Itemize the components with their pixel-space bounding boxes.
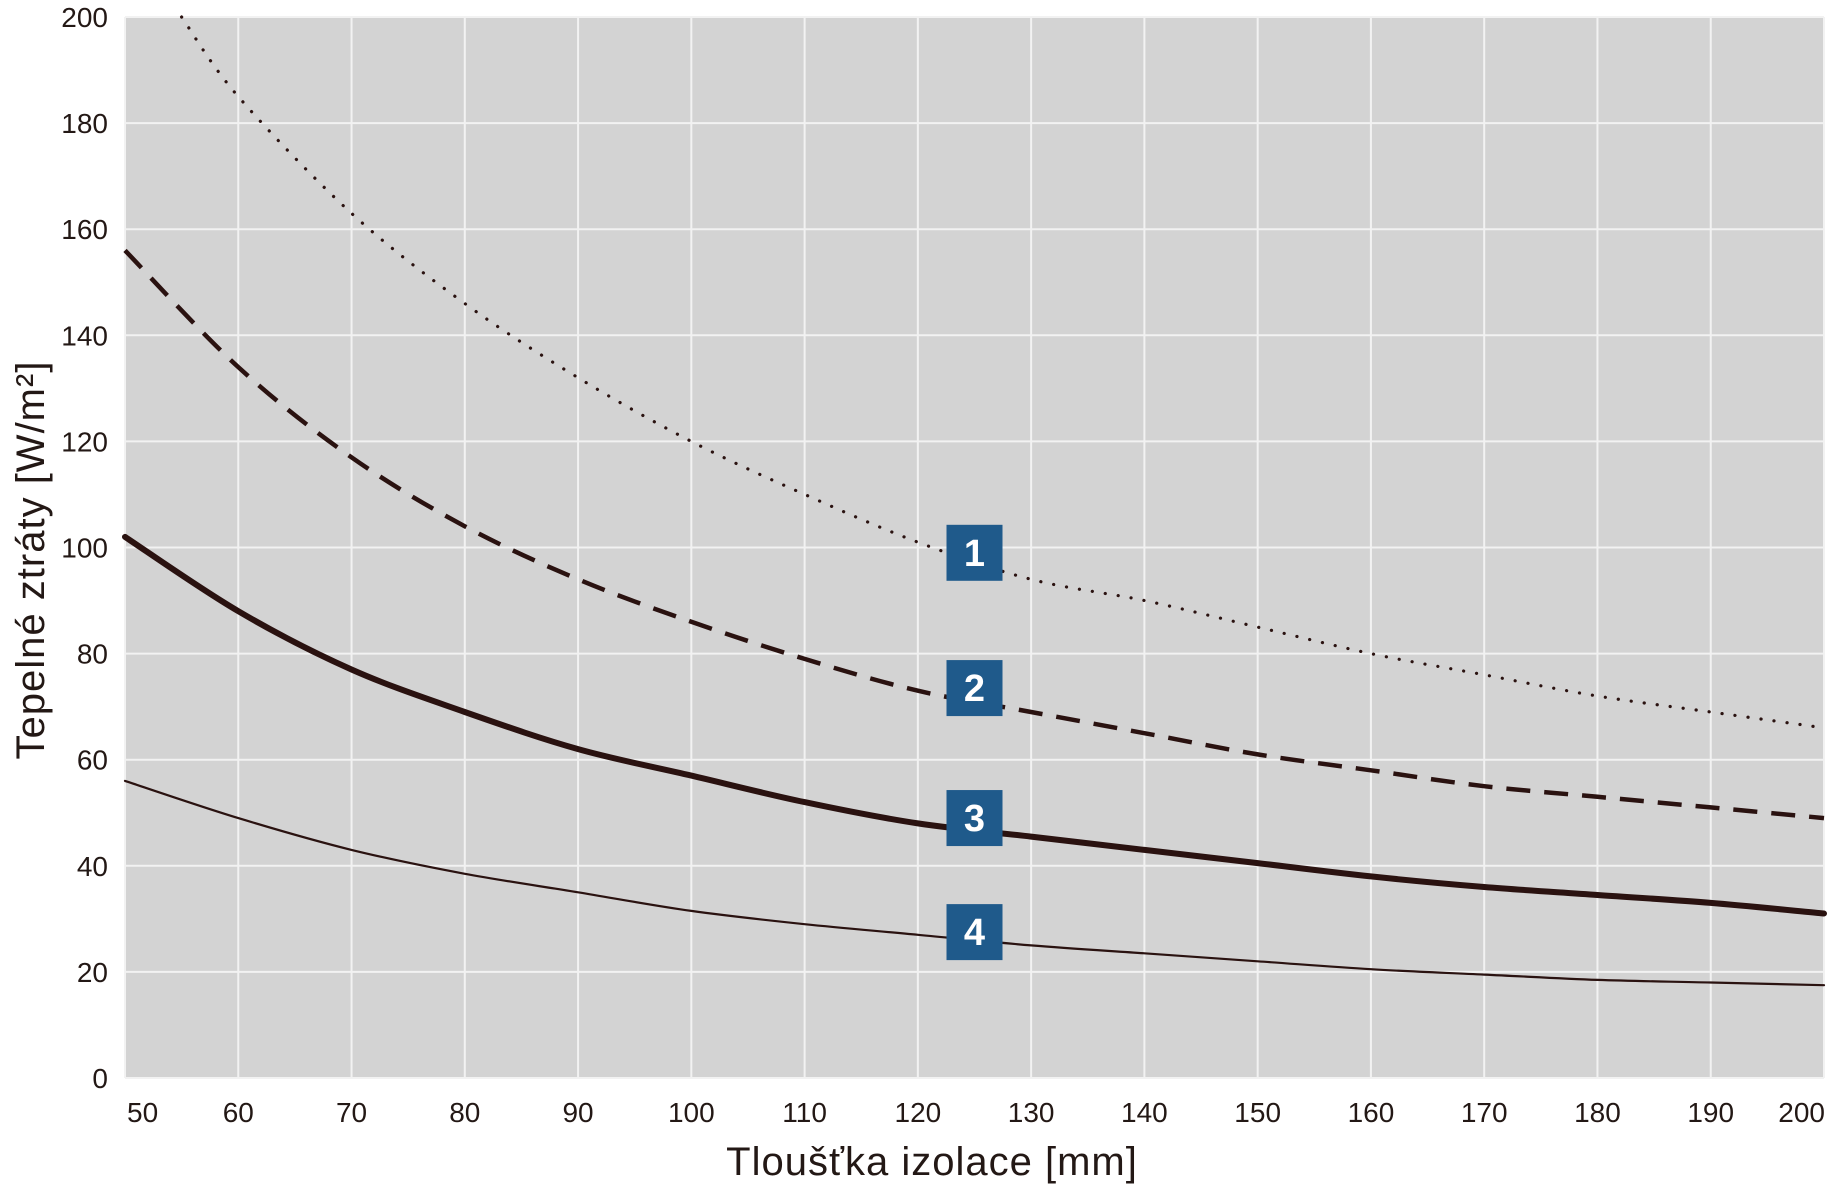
y-tick-label: 160	[61, 214, 108, 245]
x-tick-label: 200	[1778, 1097, 1825, 1128]
x-tick-label: 140	[1121, 1097, 1168, 1128]
y-tick-label: 0	[92, 1063, 108, 1094]
x-tick-label: 120	[895, 1097, 942, 1128]
y-tick-label: 80	[77, 639, 108, 670]
series-badge-2: 2	[946, 660, 1003, 717]
badge-box	[946, 660, 1003, 717]
x-axis-title: Tloušťka izolace [mm]	[726, 1140, 1138, 1184]
series-badge-4: 4	[946, 904, 1003, 961]
x-tick-label: 190	[1687, 1097, 1734, 1128]
y-tick-label: 180	[61, 108, 108, 139]
y-axis-title: Tepelné ztráty [W/m²]	[9, 361, 53, 760]
x-tick-label: 150	[1234, 1097, 1281, 1128]
badge-label: 4	[964, 912, 985, 954]
badge-box	[946, 524, 1003, 581]
y-tick-label: 120	[61, 426, 108, 457]
badge-box	[946, 790, 1003, 847]
badge-label: 1	[964, 533, 985, 575]
badge-label: 2	[964, 668, 985, 710]
y-tick-label: 60	[77, 745, 108, 776]
y-axis-ticks: 0 20 40 60 80 100 120 140 160 180 200	[61, 2, 108, 1094]
x-tick-label: 60	[223, 1097, 254, 1128]
badge-box	[946, 904, 1003, 961]
x-axis-ticks: 50 60 70 80 90 100 110 120 130 140 150 160 170 180 190…	[127, 1097, 1825, 1128]
x-tick-label: 130	[1008, 1097, 1055, 1128]
x-tick-label: 180	[1574, 1097, 1621, 1128]
badge-label: 3	[964, 798, 985, 840]
x-tick-label: 50	[127, 1097, 158, 1128]
series-badges: 1 2 3 4	[946, 524, 1003, 961]
series-badge-3: 3	[946, 790, 1003, 847]
x-tick-label: 70	[336, 1097, 367, 1128]
y-tick-label: 20	[77, 957, 108, 988]
x-tick-label: 170	[1461, 1097, 1508, 1128]
y-tick-label: 40	[77, 851, 108, 882]
x-tick-label: 90	[562, 1097, 593, 1128]
series-badge-1: 1	[946, 524, 1003, 581]
y-tick-label: 200	[61, 2, 108, 33]
y-tick-label: 100	[61, 533, 108, 564]
series-line-1	[180, 15, 1826, 730]
y-tick-label: 140	[61, 320, 108, 351]
x-tick-label: 160	[1348, 1097, 1395, 1128]
x-tick-label: 110	[782, 1097, 827, 1128]
x-tick-label: 80	[449, 1097, 480, 1128]
x-tick-label: 100	[668, 1097, 715, 1128]
